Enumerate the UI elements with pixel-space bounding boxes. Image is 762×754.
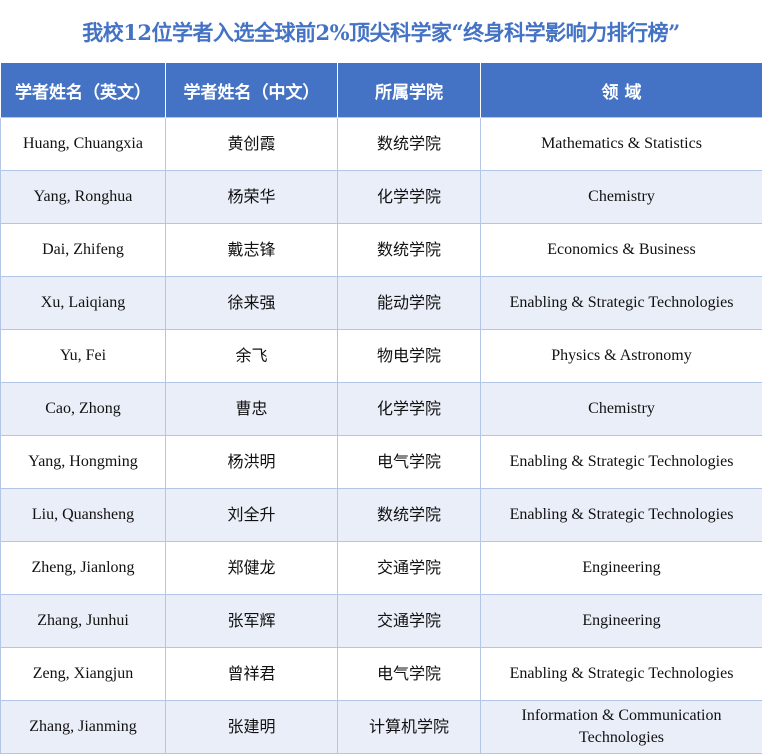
table-header-row: 学者姓名（英文） 学者姓名（中文） 所属学院 领 域: [1, 63, 762, 118]
school-cell: 计算机学院: [338, 701, 481, 754]
field-cell: Chemistry: [481, 171, 762, 224]
english-name-cell: Dai, Zhifeng: [1, 224, 166, 277]
school-cell: 化学学院: [338, 383, 481, 436]
field-cell: Economics & Business: [481, 224, 762, 277]
school-cell: 电气学院: [338, 436, 481, 489]
field-cell: Information & Communication Technologies: [481, 701, 762, 754]
chinese-name-cell: 张军辉: [166, 595, 338, 648]
header-chinese-name: 学者姓名（中文）: [166, 63, 338, 118]
chinese-name-cell: 余飞: [166, 330, 338, 383]
chinese-name-cell: 黄创霞: [166, 118, 338, 171]
field-cell: Chemistry: [481, 383, 762, 436]
english-name-cell: Zhang, Junhui: [1, 595, 166, 648]
field-cell: Engineering: [481, 542, 762, 595]
field-cell: Enabling & Strategic Technologies: [481, 277, 762, 330]
english-name-cell: Cao, Zhong: [1, 383, 166, 436]
school-cell: 电气学院: [338, 648, 481, 701]
chinese-name-cell: 曹忠: [166, 383, 338, 436]
english-name-cell: Xu, Laiqiang: [1, 277, 166, 330]
english-name-cell: Yang, Ronghua: [1, 171, 166, 224]
chinese-name-cell: 张建明: [166, 701, 338, 754]
chinese-name-cell: 杨荣华: [166, 171, 338, 224]
header-field: 领 域: [481, 63, 762, 118]
english-name-cell: Huang, Chuangxia: [1, 118, 166, 171]
english-name-cell: Zhang, Jianming: [1, 701, 166, 754]
chinese-name-cell: 刘全升: [166, 489, 338, 542]
chinese-name-cell: 曾祥君: [166, 648, 338, 701]
school-cell: 化学学院: [338, 171, 481, 224]
english-name-cell: Yang, Hongming: [1, 436, 166, 489]
school-cell: 能动学院: [338, 277, 481, 330]
field-cell: Enabling & Strategic Technologies: [481, 436, 762, 489]
english-name-cell: Zheng, Jianlong: [1, 542, 166, 595]
page-title: 我校12位学者入选全球前2%顶尖科学家“终身科学影响力排行榜”: [0, 0, 762, 63]
school-cell: 物电学院: [338, 330, 481, 383]
school-cell: 交通学院: [338, 542, 481, 595]
chinese-name-cell: 郑健龙: [166, 542, 338, 595]
field-cell: Mathematics & Statistics: [481, 118, 762, 171]
scholars-table: 学者姓名（英文） 学者姓名（中文） 所属学院 领 域 Huang, Chuang…: [0, 63, 762, 754]
field-cell: Enabling & Strategic Technologies: [481, 489, 762, 542]
field-cell: Enabling & Strategic Technologies: [481, 648, 762, 701]
english-name-cell: Liu, Quansheng: [1, 489, 166, 542]
chinese-name-cell: 戴志锋: [166, 224, 338, 277]
school-cell: 交通学院: [338, 595, 481, 648]
header-english-name: 学者姓名（英文）: [1, 63, 166, 118]
chinese-name-cell: 杨洪明: [166, 436, 338, 489]
header-school: 所属学院: [338, 63, 481, 118]
school-cell: 数统学院: [338, 489, 481, 542]
school-cell: 数统学院: [338, 118, 481, 171]
english-name-cell: Zeng, Xiangjun: [1, 648, 166, 701]
field-cell: Physics & Astronomy: [481, 330, 762, 383]
english-name-cell: Yu, Fei: [1, 330, 166, 383]
field-cell: Engineering: [481, 595, 762, 648]
school-cell: 数统学院: [338, 224, 481, 277]
chinese-name-cell: 徐来强: [166, 277, 338, 330]
